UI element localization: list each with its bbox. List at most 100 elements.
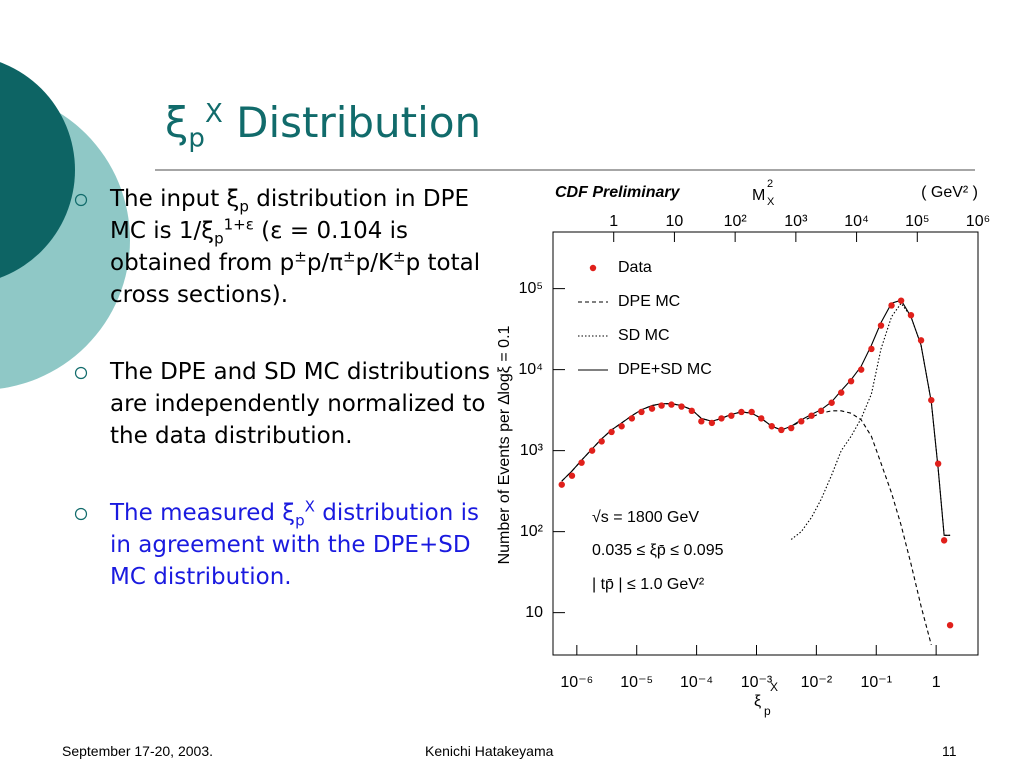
data-point (698, 418, 705, 425)
data-point (868, 345, 875, 353)
data-point (588, 447, 596, 454)
x2-label-sup: 2 (767, 178, 773, 190)
data-point (618, 423, 625, 430)
bullet-marker (74, 366, 88, 380)
data-point (817, 407, 825, 415)
x2-tick-label: 10⁴ (844, 213, 869, 230)
text-run: p/π (306, 250, 344, 276)
text-run: ± (294, 247, 307, 266)
x-tick-label: 10⁻² (801, 674, 833, 691)
x2-tick-label: 10³ (784, 213, 808, 230)
legend-label: DPE+SD MC (618, 361, 712, 378)
data-point (598, 438, 605, 445)
x-tick-label: 10⁻⁵ (620, 674, 653, 691)
data-point (578, 459, 585, 466)
data-point (658, 402, 665, 409)
data-point (638, 408, 645, 416)
legend-label: DPE MC (618, 293, 680, 310)
y-tick-label: 10⁵ (519, 280, 543, 297)
data-point (928, 396, 935, 404)
bullet-item: The input ξp distribution in DPE MC is 1… (72, 183, 492, 311)
text-run: p (188, 123, 205, 154)
data-point (608, 428, 615, 436)
x2-unit: ( GeV² ) (921, 184, 978, 201)
x2-label-sub: X (767, 196, 775, 208)
data-point (628, 415, 636, 422)
data-point (907, 311, 915, 319)
text-run: The DPE and SD MC distributions are inde… (110, 359, 490, 449)
text-run: p (214, 229, 224, 248)
text-run: ξ (165, 98, 189, 147)
data-point (718, 415, 725, 422)
x2-tick-label: 10⁵ (905, 213, 929, 230)
x-axis-label: ξ (754, 693, 761, 710)
text-run: X (204, 99, 223, 129)
text-run: Distribution (222, 98, 482, 147)
data-point (897, 297, 905, 304)
x-tick-label: 10⁻¹ (860, 674, 892, 691)
text-run: The measured ξ (110, 500, 296, 526)
footer-page: 11 (942, 743, 957, 759)
data-point (847, 377, 855, 385)
x-tick-label: 10⁻⁴ (680, 674, 713, 691)
chart-title: CDF Preliminary (555, 184, 681, 201)
data-point (728, 412, 735, 419)
text-run: p/K (355, 250, 394, 276)
x-axis-label-sub: p (764, 704, 771, 718)
x2-tick-label: 10⁶ (966, 213, 990, 230)
data-point (778, 426, 785, 434)
text-run: ± (393, 247, 406, 266)
bullet-marker (74, 507, 88, 521)
annotation: | tp̄ | ≤ 1.0 GeV² (592, 576, 705, 593)
legend-marker (589, 264, 597, 272)
data-point (758, 415, 765, 422)
chart-background (490, 176, 1000, 721)
text-run: distribution is in agreement with the DP… (110, 500, 480, 590)
plot-frame (552, 231, 979, 656)
bullet-item: The measured ξpX distribution is in agre… (72, 497, 492, 593)
annotation: √s = 1800 GeV (592, 509, 699, 526)
x2-tick-label: 10² (724, 213, 748, 230)
data-point (558, 481, 565, 488)
text-run: p total cross sections). (110, 250, 481, 308)
text-run: The input ξ (110, 186, 240, 212)
text-run: ± (343, 247, 356, 266)
x-tick-label: 10⁻⁶ (560, 674, 593, 691)
footer-date: September 17-20, 2003. (62, 743, 213, 759)
data-point (688, 407, 695, 415)
data-point (738, 408, 745, 416)
data-point (857, 366, 865, 373)
text-run: p (239, 197, 249, 216)
circle-dark (0, 62, 75, 278)
bullet-marker (74, 193, 88, 207)
y-axis-label: Number of Events per ∆logξ = 0.1 (496, 325, 513, 564)
data-point (798, 418, 805, 425)
legend-label: Data (618, 259, 652, 276)
x-axis-label-sup: X (770, 680, 778, 694)
y-tick-label: 10² (520, 523, 544, 540)
x2-tick-label: 1 (609, 213, 618, 230)
data-point (808, 412, 815, 419)
data-point (917, 337, 925, 344)
data-point (828, 399, 835, 406)
data-point (708, 419, 716, 427)
data-point (568, 472, 576, 479)
annotation: 0.035 ≤ ξp̄ ≤ 0.095 (592, 542, 724, 559)
data-point (768, 423, 775, 430)
legend-label: SD MC (618, 327, 670, 344)
bullet-list: The input ξp distribution in DPE MC is 1… (72, 183, 492, 638)
x-tick-label: 10⁻³ (741, 674, 773, 691)
data-point (934, 460, 942, 467)
text-run: 1+ε (223, 215, 254, 234)
text-run: distribution in DPE MC is 1/ξ (110, 186, 470, 244)
y-tick-label: 10³ (520, 442, 544, 459)
data-point (648, 405, 656, 412)
footer-author: Kenichi Hatakeyama (425, 743, 554, 759)
x2-tick-label: 10 (666, 213, 684, 230)
data-point (678, 403, 685, 410)
data-point (668, 401, 675, 408)
data-point (946, 621, 954, 629)
